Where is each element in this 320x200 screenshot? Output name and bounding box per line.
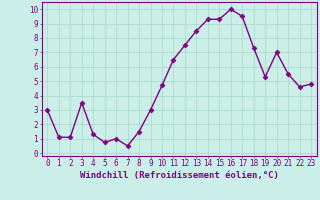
- X-axis label: Windchill (Refroidissement éolien,°C): Windchill (Refroidissement éolien,°C): [80, 171, 279, 180]
